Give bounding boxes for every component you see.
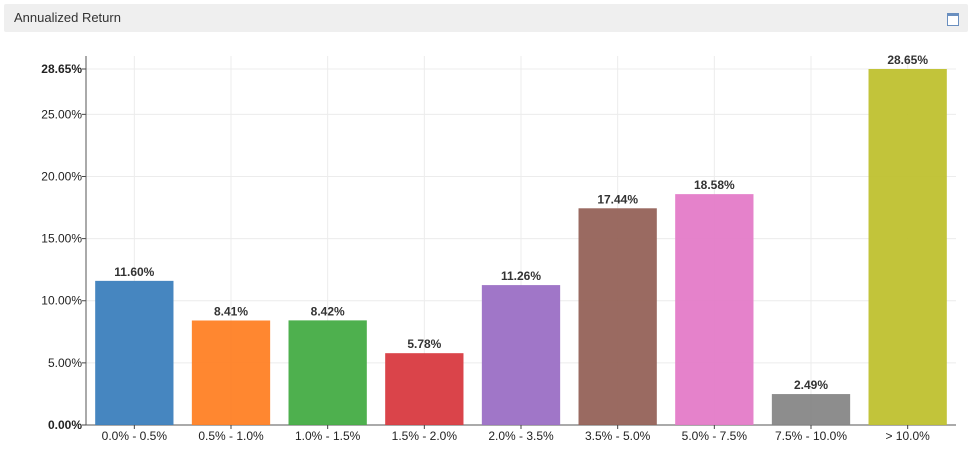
- y-tick-label: 20.00%: [41, 169, 82, 183]
- bar: [675, 194, 754, 425]
- bar: [191, 320, 271, 425]
- y-tick-label: 10.00%: [41, 294, 82, 308]
- panel-header: Annualized Return: [4, 4, 968, 32]
- bar-value-label: 8.41%: [214, 304, 248, 318]
- bar: [95, 280, 174, 425]
- bar: [481, 285, 561, 425]
- bar: [578, 208, 657, 425]
- bar: [868, 69, 947, 425]
- y-tick-label: 15.00%: [41, 232, 82, 246]
- panel-title: Annualized Return: [14, 10, 121, 25]
- bar-value-label: 11.60%: [114, 265, 154, 279]
- x-tick-label: 0.5% - 1.0%: [198, 429, 264, 443]
- bar: [771, 394, 851, 425]
- x-tick-label: > 10.0%: [885, 429, 930, 443]
- y-tick-label: 0.00%: [48, 418, 82, 432]
- x-tick-label: 1.5% - 2.0%: [392, 429, 458, 443]
- x-tick-label: 1.0% - 1.5%: [295, 429, 361, 443]
- x-tick-label: 7.5% - 10.0%: [775, 429, 847, 443]
- y-tick-label: 25.00%: [41, 107, 82, 121]
- bar-value-label: 18.58%: [694, 178, 735, 192]
- maximize-window-icon[interactable]: [947, 13, 959, 26]
- x-tick-label: 2.0% - 3.5%: [488, 429, 554, 443]
- y-tick-label: 5.00%: [48, 356, 82, 370]
- bar-value-label: 11.26%: [501, 269, 541, 283]
- bar: [288, 320, 367, 425]
- bar: [385, 353, 464, 425]
- x-tick-label: 3.5% - 5.0%: [585, 429, 651, 443]
- bar-value-label: 2.49%: [794, 378, 828, 392]
- bar-value-label: 17.44%: [597, 192, 638, 206]
- bar-value-label: 28.65%: [887, 53, 928, 67]
- bar-value-label: 5.78%: [407, 337, 441, 351]
- bar-value-label: 8.42%: [311, 304, 345, 318]
- x-tick-label: 5.0% - 7.5%: [682, 429, 748, 443]
- y-tick-label: 28.65%: [41, 62, 82, 76]
- x-tick-label: 0.0% - 0.5%: [102, 429, 168, 443]
